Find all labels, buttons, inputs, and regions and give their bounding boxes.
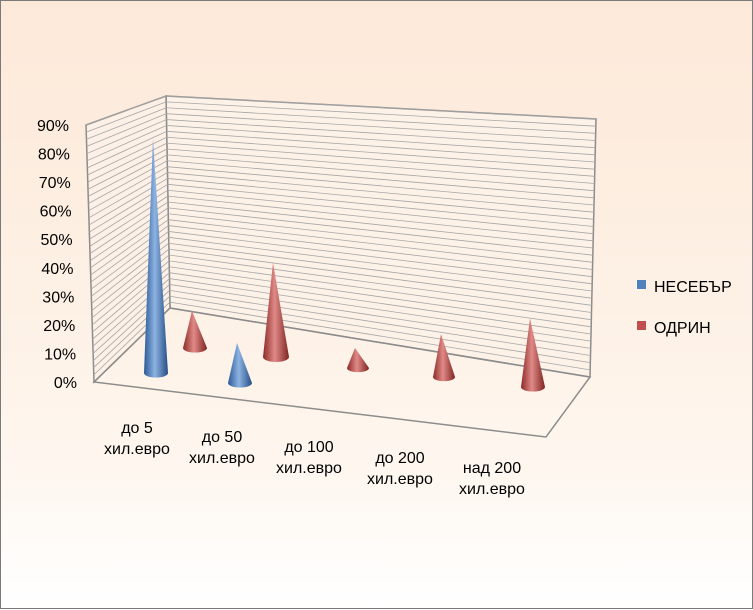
y-tick-label: 50% (41, 232, 73, 249)
back-gridline (166, 136, 595, 170)
back-gridline (166, 125, 596, 156)
side-gridline (86, 113, 167, 147)
back-gridline (169, 272, 592, 335)
back-gridline (168, 248, 592, 306)
back-gridline (168, 231, 593, 285)
cone-odrin-body (183, 310, 207, 353)
side-gridline (86, 125, 167, 162)
x-category-label-line: до 50 (202, 429, 243, 446)
y-tick-label: 70% (39, 175, 71, 192)
y-tick-label: 10% (44, 346, 76, 363)
cone-odrin-body (347, 348, 369, 373)
x-category-label-line: хил.евро (367, 471, 433, 488)
back-gridline (168, 242, 592, 299)
back-gridline (166, 107, 596, 134)
cone-nesebar (228, 343, 252, 388)
x-category-label: до 100 хил.евро (276, 439, 342, 477)
legend-label-odrin: ОДРИН (654, 320, 711, 337)
y-tick-label: 80% (38, 147, 70, 164)
x-category-label: до 50 хил.евро (189, 429, 255, 467)
y-tick-label: 0% (54, 375, 77, 392)
floor (92, 307, 592, 438)
back-gridline (169, 295, 591, 364)
back-gridline (169, 278, 591, 342)
back-gridline (166, 101, 596, 127)
back-gridline (169, 289, 591, 356)
back-gridline (167, 183, 594, 227)
cone-nesebar (144, 138, 168, 378)
cone-odrin-body (263, 262, 289, 362)
back-gridline (168, 207, 593, 256)
x-category-label-line: хил.евро (276, 460, 342, 477)
legend-label-nesebar: НЕСЕБЪР (654, 279, 732, 296)
back-gridline (169, 260, 592, 321)
back-gridline (168, 219, 593, 270)
cone-odrin (521, 318, 545, 392)
back-gridline (166, 130, 596, 163)
side-gridline (87, 142, 168, 183)
side-gridline (86, 101, 167, 133)
back-gridline (167, 201, 594, 249)
side-gridline (86, 119, 167, 154)
back-gridline (166, 113, 596, 141)
back-gridline (168, 225, 593, 278)
cone-odrin (183, 310, 207, 353)
y-axis-ticks: 0% 10% 20% 30% 40% 50% 60% 70% 80% 90% (37, 118, 77, 392)
back-gridline (169, 301, 591, 371)
back-gridline (167, 189, 594, 235)
back-gridline (166, 148, 595, 184)
cone-odrin-body (521, 318, 545, 392)
back-gridline (167, 195, 594, 242)
side-gridline (87, 130, 167, 169)
x-category-label-line: до 100 (284, 439, 333, 456)
back-gridline (168, 254, 592, 313)
side-gridline (85, 95, 167, 126)
y-tick-label: 90% (37, 118, 69, 135)
back-gridline (166, 119, 596, 149)
gridlines (85, 95, 597, 376)
side-gridline (87, 136, 167, 176)
back-gridline (168, 236, 593, 292)
y-tick-label: 20% (43, 318, 75, 335)
back-gridline (167, 178, 594, 220)
side-gridline (86, 107, 167, 140)
cone-odrin (433, 334, 455, 382)
x-category-label-line: до 200 (375, 450, 424, 467)
cone-nesebar-body (144, 138, 168, 378)
cone-nesebar-body (228, 343, 252, 388)
cones (144, 138, 545, 392)
back-gridline (167, 166, 595, 206)
back-gridline (167, 154, 595, 192)
x-category-label: до 200 хил.евро (367, 450, 433, 488)
back-gridline (168, 213, 593, 263)
y-tick-label: 40% (41, 261, 73, 278)
legend: НЕСЕБЪР ОДРИН (637, 279, 732, 337)
back-gridline (169, 284, 591, 349)
cone-odrin-body (433, 334, 455, 382)
x-category-label-line: над 200 (463, 460, 521, 477)
x-category-label-line: хил.евро (104, 441, 170, 458)
back-gridline (166, 142, 595, 177)
back-gridline (165, 95, 597, 120)
back-gridline (167, 172, 594, 213)
legend-swatch-nesebar (637, 280, 646, 289)
y-tick-label: 30% (42, 289, 74, 306)
back-gridline (169, 266, 592, 328)
cone-odrin (347, 348, 369, 373)
x-category-label-line: хил.евро (189, 450, 255, 467)
back-gridline (167, 160, 595, 199)
y-tick-label: 60% (40, 204, 72, 221)
cone-odrin (263, 262, 289, 362)
x-category-label-line: до 5 (121, 420, 153, 437)
x-category-label: до 5 хил.евро (104, 420, 170, 458)
legend-swatch-odrin (637, 321, 646, 330)
x-category-label-line: хил.евро (459, 481, 525, 498)
x-category-label: над 200 хил.евро (459, 460, 525, 498)
